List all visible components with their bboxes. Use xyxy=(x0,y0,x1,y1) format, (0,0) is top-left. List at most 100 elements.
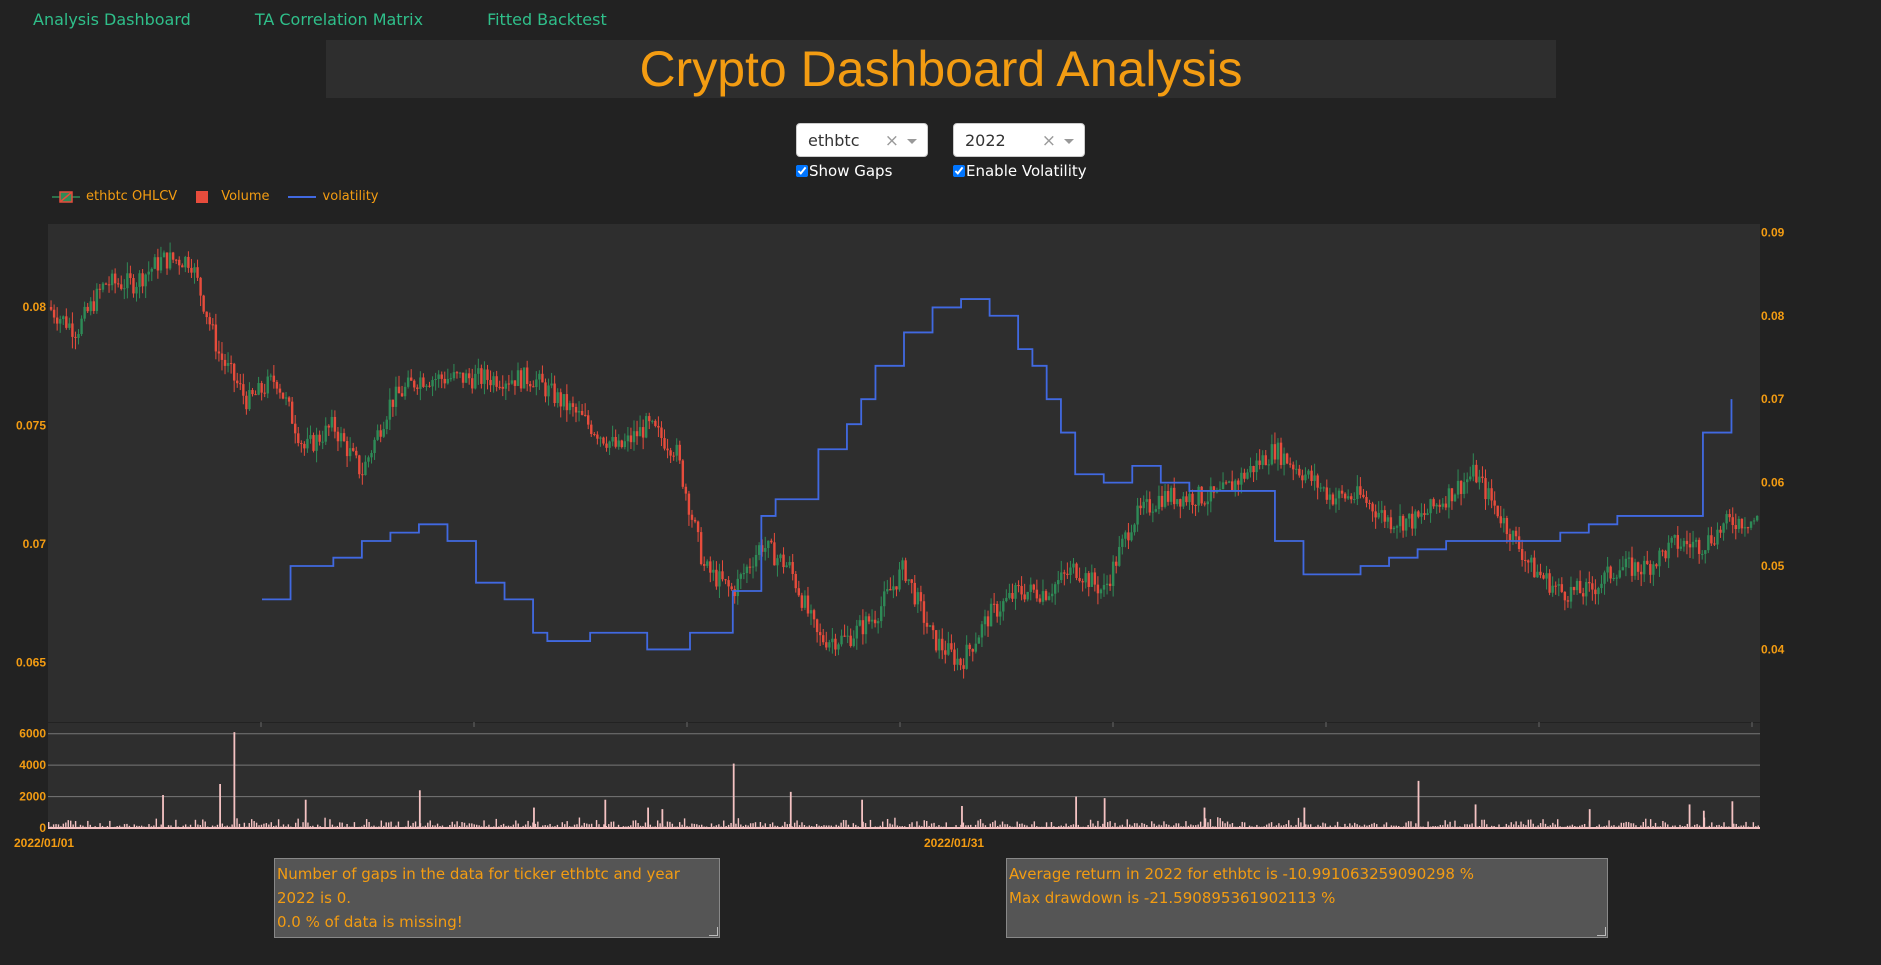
volume-bar xyxy=(1219,818,1221,828)
legend-item-ohlcv[interactable]: ethbtc OHLCV xyxy=(52,189,177,204)
volume-bar xyxy=(1625,821,1627,828)
returns-info-box[interactable]: Average return in 2022 for ethbtc is -10… xyxy=(1006,858,1608,938)
candle-body xyxy=(1630,557,1634,576)
candle-body xyxy=(168,252,172,269)
volume-bar xyxy=(312,825,314,828)
candle-body xyxy=(965,644,968,669)
year-clear-icon[interactable]: × xyxy=(1041,131,1056,151)
candle-body xyxy=(425,385,428,387)
candle-body xyxy=(1035,589,1039,599)
nav-ta-correlation-matrix[interactable]: TA Correlation Matrix xyxy=(254,10,424,29)
volume-bar xyxy=(1322,822,1324,828)
candle-body xyxy=(922,601,926,623)
candle-body xyxy=(1719,529,1722,533)
gaps-info-box[interactable]: Number of gaps in the data for ticker et… xyxy=(274,858,720,938)
candle-body xyxy=(1060,572,1063,581)
volume-bar xyxy=(1077,824,1080,828)
volume-bar xyxy=(1224,823,1226,828)
candle-body xyxy=(1615,577,1618,579)
candle-body xyxy=(223,359,227,366)
volume-bar xyxy=(1645,818,1647,828)
candle-body xyxy=(1258,460,1261,465)
legend-item-volatility[interactable]: volatility xyxy=(287,189,379,204)
ticker-chevron-down-icon[interactable] xyxy=(907,139,917,144)
enable-volatility-checkbox[interactable] xyxy=(953,165,965,177)
candle-body xyxy=(1447,488,1451,508)
volume-bar xyxy=(74,821,77,828)
enable-volatility-toggle[interactable]: Enable Volatility xyxy=(953,162,1087,180)
volume-bar xyxy=(167,825,170,828)
candle-body xyxy=(239,383,242,385)
volume-bar xyxy=(463,822,466,828)
volume-bar xyxy=(231,824,233,828)
candle-body xyxy=(132,278,135,294)
volume-bar xyxy=(324,817,326,828)
candle-body xyxy=(849,635,852,646)
candle-body xyxy=(983,616,987,625)
show-gaps-toggle[interactable]: Show Gaps xyxy=(796,162,892,180)
volume-bar xyxy=(1016,821,1018,828)
candle-body xyxy=(565,394,569,411)
ticker-dropdown[interactable]: ethbtc × xyxy=(796,123,928,157)
candle-body xyxy=(336,431,340,442)
year-chevron-down-icon[interactable] xyxy=(1064,139,1074,144)
candle-body xyxy=(187,256,190,268)
candle-body xyxy=(294,423,297,434)
volume-bar xyxy=(1344,823,1346,828)
candle-body xyxy=(635,431,639,437)
volume-bar xyxy=(556,824,559,828)
volume-bar xyxy=(1221,821,1224,828)
volume-bar xyxy=(656,820,659,828)
nav-fitted-backtest[interactable]: Fitted Backtest xyxy=(487,10,607,29)
volume-bar xyxy=(1569,825,1571,828)
candle-body xyxy=(162,252,166,258)
nav-analysis-dashboard[interactable]: Analysis Dashboard xyxy=(33,10,191,29)
ticker-clear-icon[interactable]: × xyxy=(884,131,899,151)
candle-body xyxy=(797,588,801,596)
volume-bar xyxy=(632,820,634,828)
candle-body xyxy=(513,380,517,386)
volume-bar xyxy=(1060,825,1062,828)
volume-bar xyxy=(199,825,202,828)
candle-body xyxy=(1569,586,1573,602)
candle-body xyxy=(791,561,794,574)
candle-body xyxy=(1038,598,1042,602)
candle-body xyxy=(242,384,245,396)
volume-bar xyxy=(471,823,473,828)
candle-body xyxy=(1285,453,1289,464)
candle-body xyxy=(626,435,630,442)
year-dropdown[interactable]: 2022 × xyxy=(953,123,1085,157)
volume-bar xyxy=(1410,821,1412,828)
volume-bar xyxy=(1393,825,1395,828)
candle-body xyxy=(1273,444,1277,460)
candle-body xyxy=(1227,481,1231,483)
candlestick-legend-icon xyxy=(52,190,80,203)
candle-body xyxy=(1105,583,1109,586)
candle-body xyxy=(782,554,785,568)
candle-body xyxy=(501,386,504,389)
volume-bar xyxy=(439,825,441,828)
legend-item-volume[interactable]: Volume xyxy=(195,189,270,204)
volume-bar xyxy=(512,824,515,828)
volume-bar xyxy=(109,820,111,828)
candle-body xyxy=(409,377,413,381)
resize-handle-icon[interactable] xyxy=(709,927,718,936)
candle-body xyxy=(1725,514,1728,524)
candle-body xyxy=(110,273,114,286)
candle-body xyxy=(214,324,218,352)
volume-bar xyxy=(686,825,688,828)
volume-bar xyxy=(1415,823,1417,828)
volume-bar xyxy=(226,825,228,828)
candle-body xyxy=(1185,496,1188,503)
candle-body xyxy=(1423,513,1426,515)
candle-body xyxy=(1072,563,1075,568)
volume-bar-spike xyxy=(604,799,607,828)
candle-body xyxy=(68,323,71,328)
volume-bar xyxy=(992,822,994,828)
volume-bar-spike xyxy=(1702,810,1705,828)
volume-bar-spike xyxy=(533,807,535,828)
show-gaps-checkbox[interactable] xyxy=(796,165,808,177)
candle-body xyxy=(748,566,752,568)
resize-handle-icon[interactable] xyxy=(1597,927,1606,936)
